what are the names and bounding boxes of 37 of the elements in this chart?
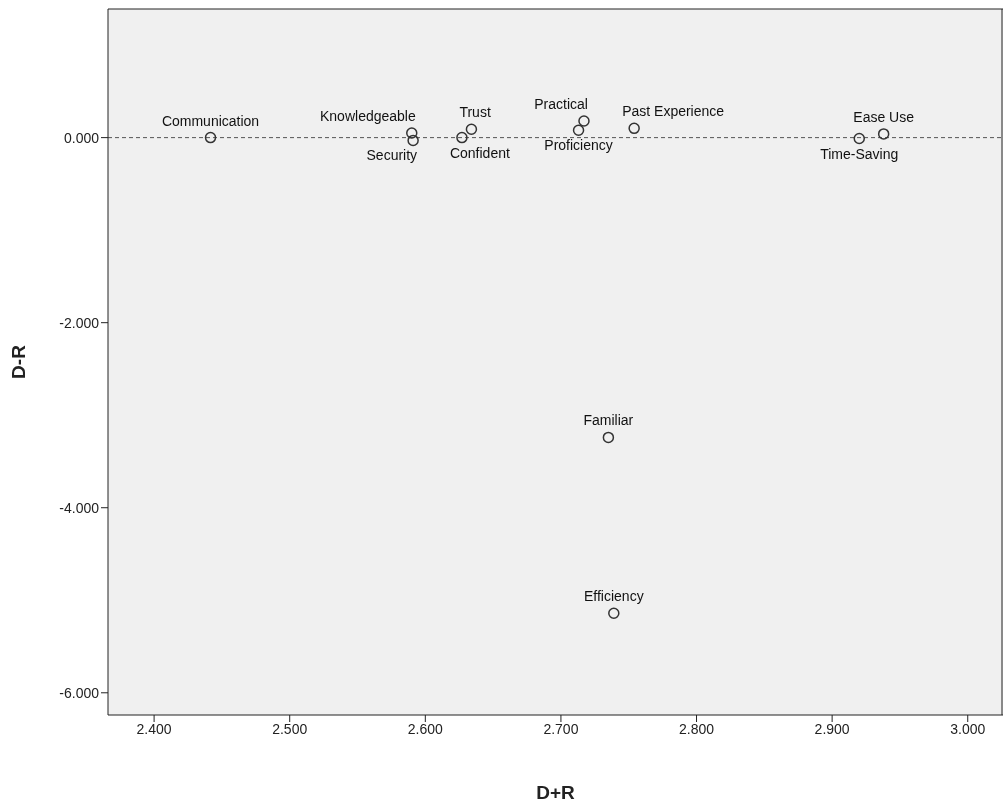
annotation: Familiar	[583, 412, 634, 429]
x-tick-label: 3.000	[950, 720, 986, 737]
point	[578, 115, 590, 127]
annotation: Communication	[161, 112, 260, 129]
x-tick-label: 2.500	[272, 720, 308, 737]
point	[465, 123, 478, 136]
annotation: Trust	[459, 104, 491, 121]
x-tick-label: 2.400	[136, 720, 172, 737]
point	[406, 127, 418, 139]
annotation: Knowledgeable	[320, 107, 416, 124]
point	[204, 131, 217, 144]
annotation: Security	[366, 147, 418, 164]
point	[407, 134, 419, 147]
point	[608, 607, 620, 619]
annotation: Practical	[534, 95, 588, 112]
annotation: Time-Saving	[820, 145, 899, 162]
y-tick-label: -4.000	[59, 499, 100, 516]
x-tick-label: 2.700	[543, 720, 579, 737]
x-tick-label: 2.600	[407, 720, 444, 737]
point	[456, 131, 468, 144]
y-tick-label: -2.000	[59, 314, 100, 331]
point	[602, 431, 615, 444]
point	[572, 124, 585, 136]
x-tick-label: 2.800	[679, 720, 715, 737]
point	[628, 122, 640, 135]
y-tick-label: 0.000	[63, 129, 100, 146]
annotation: Proficiency	[544, 137, 613, 154]
annotation: Efficiency	[583, 588, 644, 605]
annotation: Confident	[449, 144, 510, 161]
y-tick-label: -6.000	[59, 684, 100, 701]
point	[853, 132, 866, 145]
y-axis-title: D-R	[7, 344, 29, 379]
x-axis-title: D+R	[536, 782, 576, 803]
annotation: Past Experience	[622, 103, 725, 120]
point	[877, 128, 890, 140]
annotation: Ease Use	[853, 108, 915, 125]
x-tick-label: 2.900	[814, 720, 850, 737]
